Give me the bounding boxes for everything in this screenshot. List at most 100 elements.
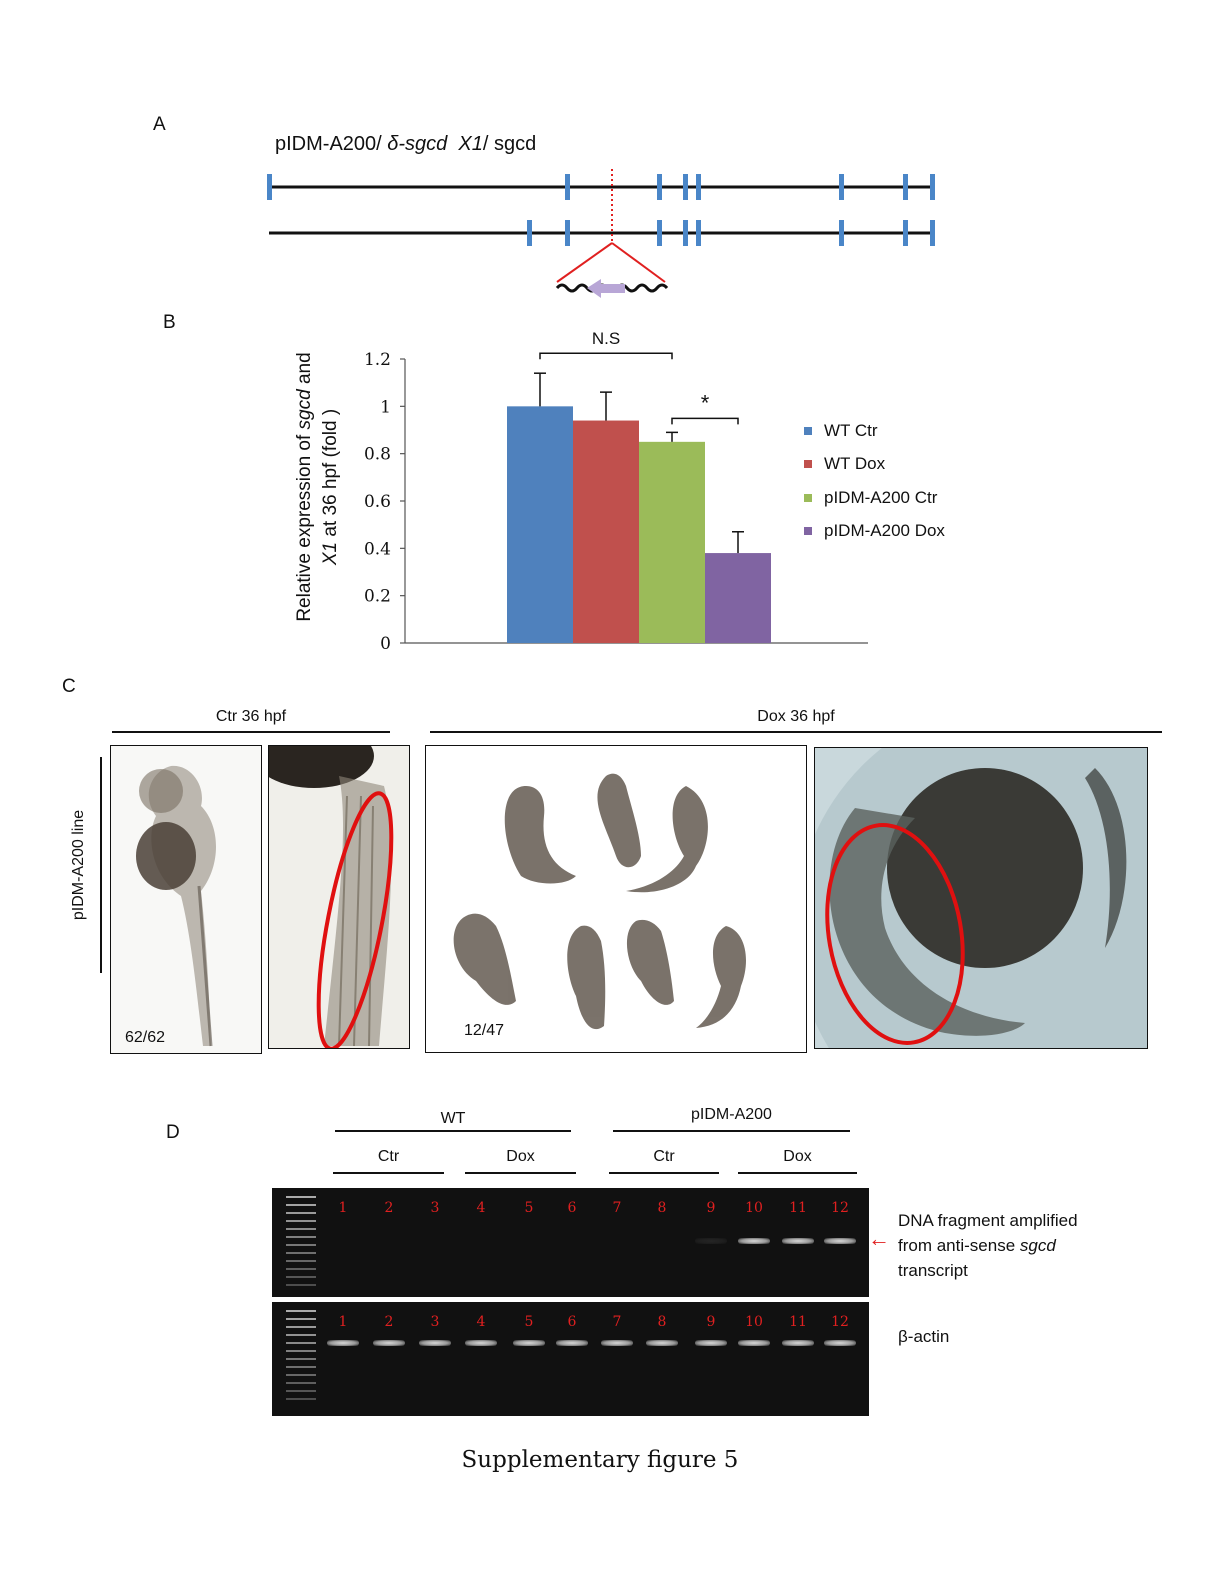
ladder-band: [286, 1212, 316, 1214]
ctr1-line: [333, 1172, 444, 1174]
ladder-band: [286, 1220, 316, 1222]
pidm-line: [613, 1130, 850, 1132]
antisense-band: [782, 1238, 814, 1244]
legend-swatch: [804, 527, 812, 536]
ladder-band: [286, 1334, 316, 1336]
gene-track-1: [267, 174, 935, 200]
y-tick-label: 1: [380, 397, 391, 417]
actin-band: [465, 1340, 497, 1346]
antisense-lane-number: 4: [476, 1200, 486, 1216]
actin-lane-number: 5: [524, 1314, 534, 1330]
ladder-band: [286, 1342, 316, 1344]
panel-label-a: A: [153, 114, 166, 135]
gene-track-2: [269, 220, 935, 246]
antisense-lane-number: 2: [384, 1200, 394, 1216]
antisense-arrow-icon: ←: [868, 1226, 890, 1251]
gene-structure-diagram: [267, 169, 935, 298]
pidm-label: pIDM-A200: [691, 1106, 772, 1123]
antisense-lane-number: 12: [831, 1200, 849, 1216]
actin-label: β-actin: [898, 1327, 950, 1346]
legend-item: pIDM-A200 Dox: [804, 515, 945, 549]
antisense-lane-number: 5: [524, 1200, 534, 1216]
antisense-label: DNA fragment amplified from anti-sense s…: [898, 1211, 1078, 1280]
bar-chart: 0 0.2 0.4 0.6 0.8 1 1.2 N.S *: [364, 329, 868, 654]
ladder-band: [286, 1390, 316, 1392]
side-label-line: [100, 757, 102, 973]
side-label: pIDM-A200 line: [70, 809, 87, 921]
y-tick-label: 0.6: [364, 492, 391, 512]
legend-label: pIDM-A200 Dox: [824, 521, 945, 541]
dox-embryos-image: 12/47: [425, 745, 807, 1053]
antisense-lane-number: 7: [612, 1200, 622, 1216]
star-bracket: [671, 417, 739, 425]
actin-lane-number: 1: [338, 1314, 348, 1330]
ladder-band: [286, 1228, 316, 1230]
ladder-band: [286, 1374, 316, 1376]
title-delta: δ-sgcd: [387, 133, 448, 155]
antisense-lane-number: 6: [567, 1200, 577, 1216]
ladder-band: [286, 1204, 316, 1206]
ladder-band: [286, 1284, 316, 1286]
wt-line: [335, 1130, 571, 1132]
ctr2-line: [609, 1172, 719, 1174]
actin-lane-number: 7: [612, 1314, 622, 1330]
dox2-label: Dox: [783, 1148, 812, 1165]
panel-label-d: D: [166, 1122, 180, 1143]
antisense-lane-number: 11: [789, 1200, 807, 1216]
y-tick-label: 1.2: [364, 350, 391, 370]
ladder-band: [286, 1196, 316, 1198]
dox2-line: [738, 1172, 857, 1174]
star-label: *: [701, 390, 710, 415]
actin-band: [327, 1340, 359, 1346]
actin-lane-number: 11: [789, 1314, 807, 1330]
bar-3: [639, 441, 705, 643]
title-suffix: / sgcd: [482, 133, 537, 155]
actin-lane-number: 12: [831, 1314, 849, 1330]
bar-2: [573, 420, 639, 643]
title-prefix: pIDM-A200/: [275, 133, 388, 155]
actin-lane-number: 8: [657, 1314, 667, 1330]
actin-lane-number: 4: [476, 1314, 486, 1330]
bar-1: [507, 406, 573, 643]
antisense-lane-number: 1: [338, 1200, 348, 1216]
dox-count: 12/47: [464, 1022, 505, 1039]
panel-a-title: pIDM-A200/ δ-sgcd X1/ sgcd: [275, 133, 536, 156]
wt-label: WT: [440, 1110, 466, 1127]
antisense-lane-number: 9: [706, 1200, 716, 1216]
antisense-band: [695, 1238, 727, 1244]
dox-embryos-drawing: [453, 773, 746, 1030]
ladder-band: [286, 1318, 316, 1320]
y-tick-label: 0.8: [364, 445, 391, 465]
figure-caption: Supplementary figure 5: [461, 1447, 739, 1473]
dox-zoom-drawing: [815, 748, 1147, 1048]
ctr-count: 62/62: [125, 1029, 166, 1046]
actin-band: [782, 1340, 814, 1346]
antisense-band: [738, 1238, 770, 1244]
antisense-band: [824, 1238, 856, 1244]
ctr-header: Ctr 36 hpf: [215, 708, 287, 725]
legend-label: pIDM-A200 Ctr: [824, 487, 938, 507]
antisense-lane-number: 3: [430, 1200, 440, 1216]
panel-label-b: B: [163, 312, 176, 333]
antisense-lane-number: 10: [745, 1200, 763, 1216]
bar-4: [705, 553, 771, 643]
legend-swatch: [804, 493, 812, 502]
title-x1: X1: [458, 133, 483, 155]
legend-swatch: [804, 426, 812, 435]
ns-bracket: [539, 352, 673, 360]
ladder-band: [286, 1244, 316, 1246]
actin-lane-number: 2: [384, 1314, 394, 1330]
dox1-line: [465, 1172, 576, 1174]
ladder-band: [286, 1268, 316, 1270]
ladder-band: [286, 1236, 316, 1238]
actin-band: [824, 1340, 856, 1346]
actin-band: [738, 1340, 770, 1346]
tail-zoom-drawing: [269, 746, 394, 1048]
antisense-arrow-icon: [587, 279, 625, 298]
legend-item: pIDM-A200 Ctr: [804, 481, 945, 515]
actin-band: [695, 1340, 727, 1346]
ctr2-label: Ctr: [653, 1148, 675, 1165]
y-tick-label: 0.4: [364, 539, 391, 559]
actin-band: [373, 1340, 405, 1346]
actin-band: [419, 1340, 451, 1346]
